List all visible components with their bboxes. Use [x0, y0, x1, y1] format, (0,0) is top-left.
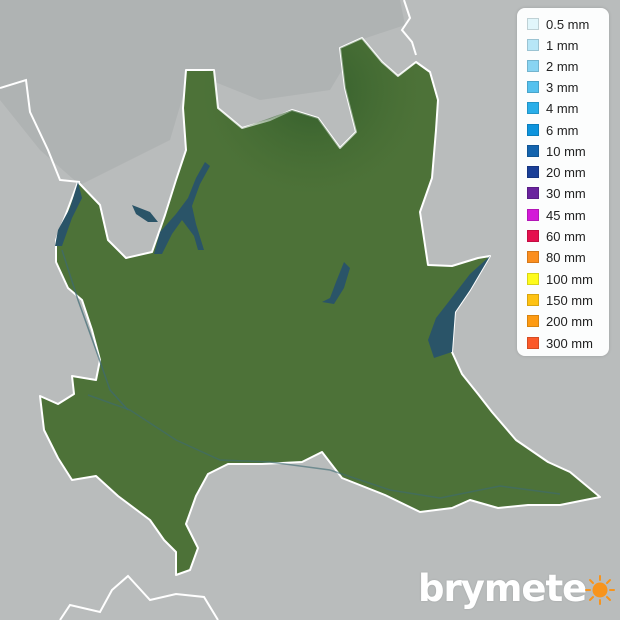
legend-swatch: [527, 209, 539, 221]
legend-swatch: [527, 18, 539, 30]
legend-swatch: [527, 230, 539, 242]
regional-border-south: [59, 574, 219, 620]
legend-swatch: [527, 294, 539, 306]
legend-item: 150 mm: [527, 291, 593, 309]
national-border-west: [0, 78, 81, 183]
legend-swatch: [527, 273, 539, 285]
legend-item: 0.5 mm: [527, 15, 589, 33]
lake-iseo: [322, 262, 350, 304]
lake-como: [154, 162, 210, 254]
precipitation-legend: 0.5 mm 1 mm 2 mm 3 mm 4 mm 6 mm 10 mm 2: [517, 8, 609, 356]
legend-item: 4 mm: [527, 99, 579, 117]
legend-item: 30 mm: [527, 184, 586, 202]
legend-item: 300 mm: [527, 334, 593, 352]
legend-swatch: [527, 124, 539, 136]
lake-garda: [428, 256, 490, 358]
legend-swatch: [527, 145, 539, 157]
legend-item: 60 mm: [527, 227, 586, 245]
legend-item: 1 mm: [527, 36, 579, 54]
legend-swatch: [527, 81, 539, 93]
legend-swatch: [527, 166, 539, 178]
brand-name: brymete: [418, 566, 587, 610]
legend-swatch: [527, 102, 539, 114]
legend-swatch: [527, 60, 539, 72]
legend-swatch: [527, 251, 539, 263]
legend-label: 100 mm: [546, 271, 593, 287]
river-ticino: [61, 249, 129, 411]
legend-item: 20 mm: [527, 163, 586, 181]
legend-swatch: [527, 337, 539, 349]
legend-label: 0.5 mm: [546, 16, 590, 32]
legend-label: 10 mm: [546, 143, 586, 159]
legend-label: 3 mm: [546, 79, 579, 95]
legend-label: 300 mm: [546, 335, 593, 351]
brand-logo: brymete: [418, 566, 616, 610]
legend-label: 60 mm: [546, 228, 586, 244]
lake-lugano: [132, 205, 158, 222]
legend-swatch: [527, 39, 539, 51]
lake-maggiore: [55, 182, 82, 246]
legend-item: 10 mm: [527, 142, 586, 160]
legend-swatch: [527, 315, 539, 327]
alpine-relief: [160, 38, 438, 300]
legend-label: 1 mm: [546, 37, 579, 53]
legend-item: 45 mm: [527, 206, 586, 224]
legend-label: 4 mm: [546, 100, 579, 116]
legend-item: 2 mm: [527, 57, 579, 75]
legend-item: 100 mm: [527, 270, 593, 288]
legend-label: 150 mm: [546, 292, 593, 308]
river-po: [87, 394, 561, 499]
legend-item: 200 mm: [527, 312, 593, 330]
legend-label: 20 mm: [546, 164, 586, 180]
legend-item: 80 mm: [527, 248, 586, 266]
national-border-north: [400, 0, 417, 56]
legend-label: 2 mm: [546, 58, 579, 74]
legend-item: 6 mm: [527, 121, 579, 139]
legend-item: 3 mm: [527, 78, 579, 96]
sun-icon: [585, 575, 616, 605]
switzerland-terrain: [0, 0, 405, 185]
legend-label: 200 mm: [546, 313, 593, 329]
legend-label: 80 mm: [546, 249, 586, 265]
legend-label: 45 mm: [546, 207, 586, 223]
legend-swatch: [527, 187, 539, 199]
legend-label: 30 mm: [546, 185, 586, 201]
legend-label: 6 mm: [546, 122, 579, 138]
